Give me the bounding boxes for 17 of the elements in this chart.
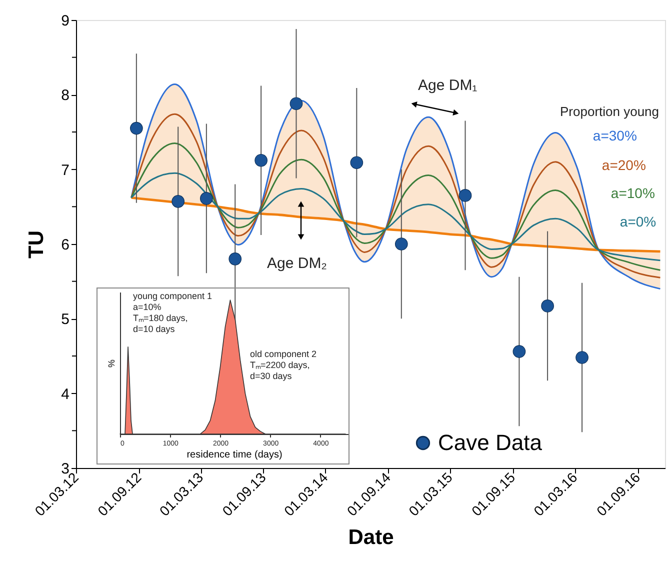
point (512, 345, 526, 358)
y-tick-label: 4 (61, 386, 70, 403)
annotation: old component 2 Tₘ=2200 days, d=30 days (250, 349, 317, 381)
y-tick-label: 3 (61, 460, 70, 478)
y-tick-label: 6 (61, 236, 70, 254)
point (541, 300, 554, 312)
y-axis-title: TU (25, 230, 48, 258)
y-tick-label: 9 (61, 12, 70, 30)
x-axis-title: residence time (days) (186, 450, 282, 460)
legend-label: Cave Data (438, 430, 543, 455)
x-axis-title: Date (348, 526, 394, 549)
y-tick-label: 7 (61, 162, 70, 179)
y-axis-title: % (106, 359, 116, 368)
annotation: young component 1 a=10% Tₘ=180 days, d=10 days (133, 291, 212, 334)
y-tick-label: 8 (61, 87, 70, 104)
y-tick-label: 5 (61, 311, 70, 328)
point (576, 351, 588, 364)
